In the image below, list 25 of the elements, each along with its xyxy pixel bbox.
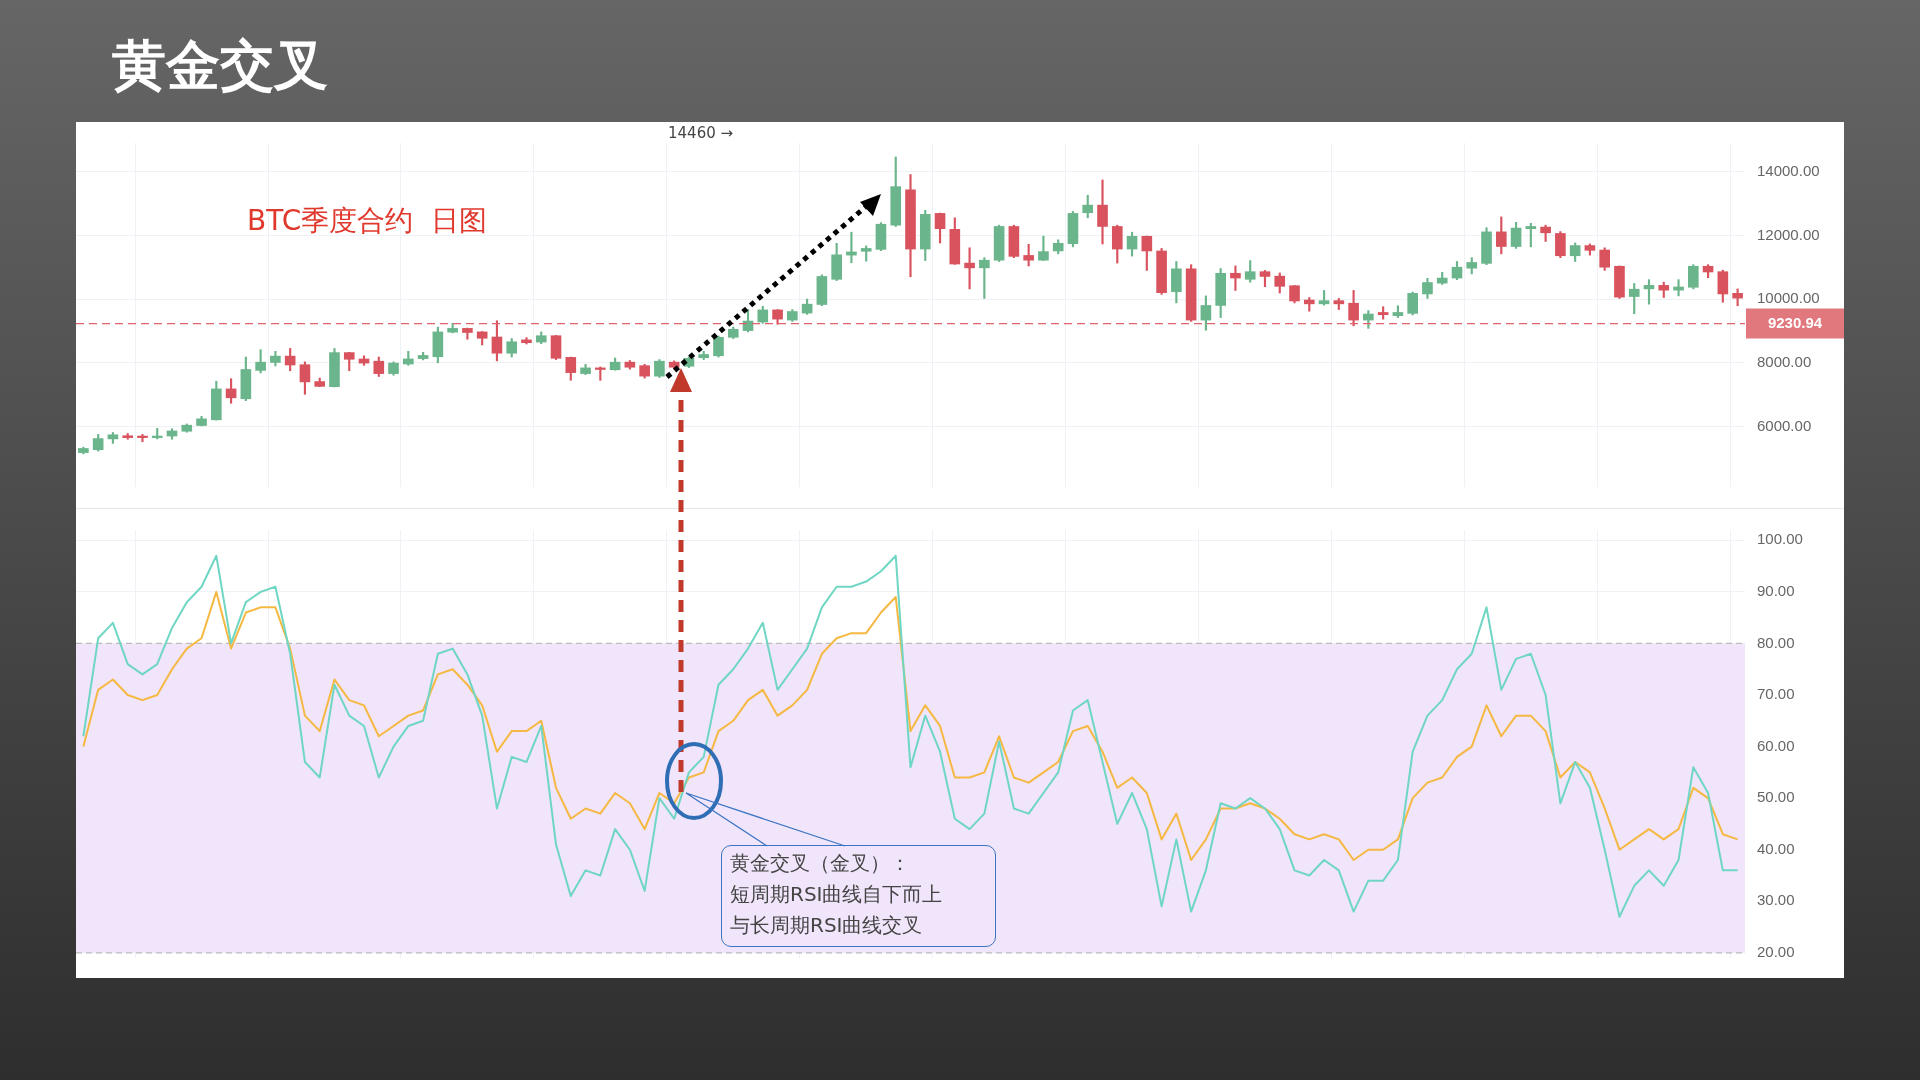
callout-box: 黄金交叉（金叉）： 短周期RSI曲线自下而上 与长周期RSI曲线交叉 — [721, 845, 996, 947]
y-tick-label: 8000.00 — [1757, 352, 1812, 370]
candlestick — [1097, 179, 1108, 245]
y-tick-label: 20.00 — [1757, 942, 1795, 960]
y-tick-label: 14000.00 — [1757, 161, 1820, 179]
y-tick-label: 60.00 — [1757, 736, 1795, 754]
ref-line-label: 9230.94 — [1767, 313, 1823, 331]
y-tick-label: 90.00 — [1757, 582, 1795, 600]
y-tick-label: 50.00 — [1757, 788, 1795, 806]
y-tick-label: 100.00 — [1757, 530, 1803, 548]
annotation: 与长周期RSI曲线交叉 — [730, 912, 923, 939]
y-tick-label: 6000.00 — [1757, 416, 1812, 434]
y-tick-label: 40.00 — [1757, 839, 1795, 857]
text: 14460 → — [668, 124, 734, 142]
annotation: 短周期RSI曲线自下而上 — [730, 881, 943, 908]
y-tick-label: 70.00 — [1757, 685, 1795, 703]
candlestick — [1230, 265, 1241, 291]
y-tick-label: 10000.00 — [1757, 289, 1820, 307]
chart-title: 黄金交叉 — [112, 33, 328, 99]
annotation: 黄金交叉（金叉）： — [730, 850, 910, 877]
candlestick — [137, 434, 148, 443]
annotation: BTC季度合约 日图 — [247, 203, 488, 239]
y-tick-label: 80.00 — [1757, 633, 1795, 651]
y-tick-label: 12000.00 — [1757, 225, 1820, 243]
y-tick-label: 30.00 — [1757, 891, 1795, 909]
